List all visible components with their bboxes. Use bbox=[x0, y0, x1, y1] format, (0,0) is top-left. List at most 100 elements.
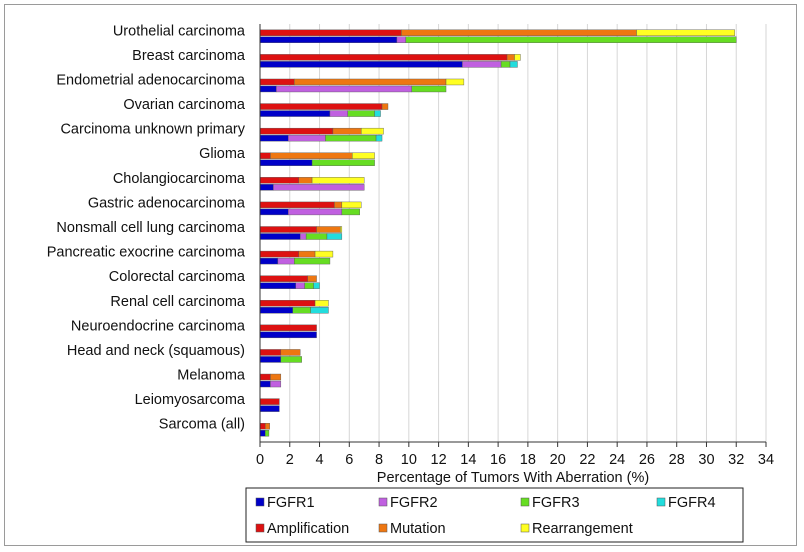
category-label: Urothelial carcinoma bbox=[113, 23, 246, 39]
legend-swatch bbox=[255, 523, 265, 533]
bar-segment-amplification bbox=[259, 103, 383, 110]
bar-segment-fgfr1 bbox=[259, 356, 282, 363]
bar-segment-fgfr1 bbox=[259, 85, 277, 93]
bar-segment-fgfr1 bbox=[259, 257, 279, 265]
bar-segment-mutation bbox=[280, 349, 301, 356]
bar-segment-fgfr3 bbox=[294, 257, 331, 265]
bar-segment-fgfr1 bbox=[259, 208, 289, 216]
category-label: Renal cell carcinoma bbox=[110, 294, 246, 310]
bar-segment-amplification bbox=[259, 54, 508, 61]
bar-segment-fgfr1 bbox=[259, 159, 313, 166]
bar-segment-fgfr1 bbox=[259, 233, 301, 240]
bar-segment-amplification bbox=[259, 398, 280, 405]
legend-label: FGFR1 bbox=[267, 495, 315, 511]
bar-segment-fgfr1 bbox=[259, 134, 289, 142]
x-tick-label: 0 bbox=[256, 452, 264, 468]
bar-segment-mutation bbox=[270, 152, 353, 159]
bar-segment-amplification bbox=[259, 373, 271, 381]
legend-swatch bbox=[656, 497, 666, 507]
legend-box bbox=[245, 487, 744, 543]
bar-segment-fgfr1 bbox=[259, 184, 274, 191]
legend-label: FGFR2 bbox=[390, 495, 438, 511]
legend-item: FGFR1 bbox=[255, 495, 315, 511]
bar-segment-amplification bbox=[259, 78, 295, 86]
x-tick-label: 26 bbox=[639, 452, 655, 468]
bar-segment-rearrangement bbox=[445, 78, 465, 86]
x-tick-label: 20 bbox=[550, 452, 566, 468]
legend-label: Rearrangement bbox=[532, 521, 633, 537]
category-label: Breast carcinoma bbox=[132, 48, 246, 64]
category-label: Ovarian carcinoma bbox=[123, 97, 246, 113]
bar-segment-amplification bbox=[259, 152, 271, 159]
bar-segment-fgfr2 bbox=[270, 380, 282, 388]
category-label: Nonsmall cell lung carcinoma bbox=[56, 220, 246, 236]
legend-label: Amplification bbox=[267, 521, 349, 537]
bar-segment-fgfr3 bbox=[405, 36, 737, 43]
bar-segment-mutation bbox=[307, 275, 317, 282]
bar-segment-amplification bbox=[259, 349, 282, 356]
legend-item: Rearrangement bbox=[520, 521, 633, 537]
x-tick-label: 2 bbox=[286, 452, 294, 468]
bar-segment-fgfr3 bbox=[347, 110, 375, 117]
bar-segment-fgfr4 bbox=[375, 134, 383, 142]
bar-segment-fgfr1 bbox=[259, 331, 317, 339]
bar-segment-mutation bbox=[298, 177, 313, 184]
category-label: Sarcoma (all) bbox=[159, 417, 245, 433]
bar-segment-fgfr1 bbox=[259, 430, 266, 437]
bar-segment-rearrangement bbox=[340, 226, 343, 233]
bar-segment-amplification bbox=[259, 127, 334, 135]
legend-item: FGFR4 bbox=[656, 495, 716, 511]
bar-segment-rearrangement bbox=[341, 201, 362, 209]
bar-segment-mutation bbox=[332, 127, 362, 135]
legend-item: FGFR2 bbox=[378, 495, 438, 511]
bar-segment-fgfr3 bbox=[341, 208, 360, 216]
bar-segment-fgfr3 bbox=[265, 430, 270, 437]
chart-frame bbox=[4, 4, 797, 546]
bar-segment-mutation bbox=[381, 103, 389, 110]
category-label: Cholangiocarcinoma bbox=[113, 171, 246, 187]
bar-segment-mutation bbox=[506, 54, 515, 61]
bar-segment-fgfr4 bbox=[509, 61, 518, 68]
bar-segment-fgfr2 bbox=[329, 110, 349, 117]
category-label: Colorectal carcinoma bbox=[109, 269, 246, 285]
bar-segment-rearrangement bbox=[314, 300, 329, 307]
category-label: Endometrial adenocarcinoma bbox=[56, 72, 246, 88]
bar-segment-fgfr1 bbox=[259, 61, 463, 68]
x-tick-label: 32 bbox=[728, 452, 744, 468]
bar-segment-mutation bbox=[265, 423, 270, 430]
bar-segment-fgfr1 bbox=[259, 36, 398, 43]
bar-segment-fgfr4 bbox=[310, 307, 329, 314]
x-axis-title: Percentage of Tumors With Aberration (%) bbox=[377, 470, 649, 486]
bar-segment-mutation bbox=[334, 201, 343, 209]
bar-segment-fgfr2 bbox=[288, 134, 326, 142]
bar-segment-fgfr3 bbox=[311, 159, 375, 166]
x-axis: 0 2 4 6 8 10 12 14 16 18 20 22 24 26 28 30 32 34 bbox=[256, 24, 774, 468]
bar-segment-fgfr2 bbox=[462, 61, 502, 68]
legend-swatch bbox=[520, 523, 530, 533]
category-label: Neuroendocrine carcinoma bbox=[71, 318, 246, 334]
category-labels: Urothelial carcinoma Breast carcinoma Endo… bbox=[47, 23, 246, 432]
category-label: Melanoma bbox=[177, 368, 246, 384]
bar-segment-fgfr4 bbox=[326, 233, 343, 240]
bar-segment-rearrangement bbox=[314, 250, 334, 258]
bar-segment-mutation bbox=[294, 78, 447, 86]
x-tick-label: 22 bbox=[579, 452, 595, 468]
legend-swatch bbox=[378, 523, 388, 533]
bar-segment-amplification bbox=[259, 29, 402, 36]
bar-segment-fgfr2 bbox=[396, 36, 407, 43]
bar-segment-fgfr1 bbox=[259, 307, 293, 314]
x-tick-label: 6 bbox=[345, 452, 353, 468]
x-tick-label: 12 bbox=[431, 452, 447, 468]
bar-segment-amplification bbox=[259, 177, 299, 184]
bar-segment-fgfr3 bbox=[500, 61, 511, 68]
bar-segment-fgfr3 bbox=[280, 356, 302, 363]
x-tick-label: 34 bbox=[758, 452, 774, 468]
bar-segment-fgfr2 bbox=[277, 257, 295, 265]
x-tick-label: 4 bbox=[315, 452, 323, 468]
category-label: Carcinoma unknown primary bbox=[60, 122, 245, 138]
x-tick-label: 18 bbox=[520, 452, 536, 468]
category-label: Leiomyosarcoma bbox=[135, 392, 246, 408]
bar-segment-fgfr1 bbox=[259, 282, 296, 289]
legend-label: FGFR3 bbox=[532, 495, 580, 511]
